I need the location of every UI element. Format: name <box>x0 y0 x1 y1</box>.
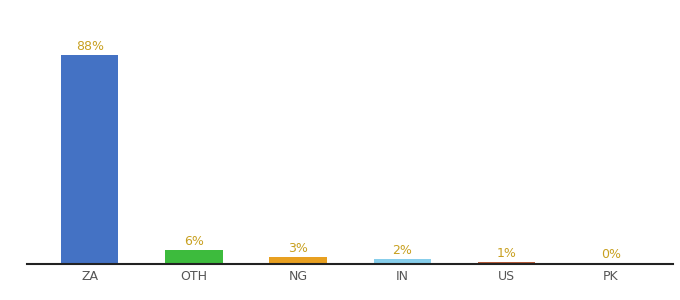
Bar <box>269 257 327 264</box>
Bar <box>61 55 118 264</box>
Text: 6%: 6% <box>184 235 204 248</box>
Bar <box>373 259 431 264</box>
Text: 1%: 1% <box>496 247 516 260</box>
Text: 2%: 2% <box>392 244 412 257</box>
Text: 0%: 0% <box>600 248 621 261</box>
Text: 88%: 88% <box>75 40 104 53</box>
Bar <box>165 250 222 264</box>
Bar <box>478 262 535 264</box>
Bar <box>582 263 639 264</box>
Text: 3%: 3% <box>288 242 308 255</box>
